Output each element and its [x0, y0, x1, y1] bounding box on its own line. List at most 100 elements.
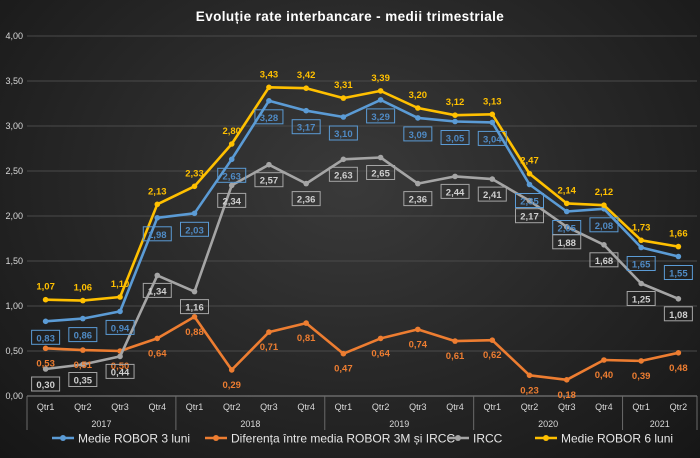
x-tick-label: Qtr2	[521, 402, 539, 412]
data-label-box	[440, 183, 470, 199]
data-label: 1,08	[669, 310, 688, 321]
data-point	[675, 243, 682, 250]
data-label-box	[663, 306, 693, 322]
data-label: 1,34	[148, 286, 167, 297]
data-label-box	[626, 256, 656, 271]
data-labels: 0,83 0,86 0,94 1,98 2,03 2,63 3,28 3,17 3,10 3,29…	[31, 69, 693, 401]
data-label-box	[142, 282, 172, 298]
data-point	[563, 377, 570, 383]
legend-label: IRCC	[473, 432, 503, 446]
data-label: 0,86	[74, 331, 93, 342]
data-point	[452, 173, 458, 180]
data-label-box	[515, 193, 544, 208]
data-point	[452, 338, 458, 344]
x-tick-label: Qtr1	[484, 402, 502, 412]
year-label: 2018	[240, 419, 260, 429]
data-point	[452, 112, 458, 118]
data-label: 0,71	[260, 342, 279, 353]
data-label: 1,65	[632, 260, 651, 271]
data-label: 0,40	[595, 370, 614, 381]
legend-label: Medie ROBOR 6 luni	[561, 432, 673, 446]
data-point	[228, 141, 235, 147]
data-point	[191, 210, 198, 217]
data-point	[80, 315, 86, 322]
data-point	[526, 372, 533, 379]
data-label: 0,30	[36, 380, 55, 391]
data-label-box	[217, 192, 247, 208]
data-label: 0,50	[111, 361, 130, 372]
data-point	[377, 335, 384, 342]
data-point	[415, 105, 421, 111]
data-label: 2,34	[222, 196, 241, 207]
x-tick-label: Qtr2	[372, 402, 390, 412]
data-point	[675, 253, 682, 260]
series-line-1	[45, 98, 679, 323]
y-tick-label: 4,00	[5, 31, 23, 41]
data-point	[563, 224, 570, 230]
data-point	[266, 98, 272, 104]
y-tick-label: 1,50	[5, 256, 23, 266]
x-tick-label: Qtr1	[186, 402, 204, 412]
data-label: 3,04	[483, 134, 502, 145]
data-label-box	[291, 119, 321, 135]
data-point	[266, 84, 272, 91]
data-label-box	[68, 372, 98, 387]
y-tick-label: 3,50	[5, 76, 23, 86]
data-label: 0,47	[334, 364, 353, 375]
data-point	[377, 97, 384, 103]
data-point	[415, 326, 421, 333]
data-label: 3,39	[371, 73, 390, 84]
legend-label: Medie ROBOR 3 luni	[78, 432, 190, 446]
data-label-box	[366, 165, 396, 180]
x-tick-label: Qtr2	[223, 402, 241, 412]
data-label: 2,36	[409, 195, 428, 206]
chart-title: Evoluție rate interbancare - medii trime…	[196, 9, 504, 24]
data-point	[266, 329, 272, 335]
data-label-box	[515, 208, 544, 224]
data-label: 0,53	[36, 358, 55, 369]
data-point	[303, 107, 309, 114]
data-point	[601, 202, 607, 208]
data-label-box	[403, 191, 433, 207]
data-label-box	[217, 167, 247, 183]
year-label: 2017	[91, 419, 111, 429]
data-point	[191, 183, 198, 190]
data-point	[117, 353, 123, 360]
data-label: 1,68	[595, 256, 614, 267]
data-label: 2,35	[520, 197, 539, 208]
data-label: 2,08	[595, 221, 614, 232]
data-label: 2,36	[297, 195, 316, 206]
data-label: 1,25	[632, 295, 651, 306]
data-point	[80, 347, 86, 353]
legend-marker	[60, 435, 66, 441]
data-point	[563, 200, 570, 207]
data-label-box	[254, 109, 284, 125]
data-label: 3,17	[297, 123, 316, 134]
data-label: 0,62	[483, 350, 502, 361]
data-label: 0,48	[669, 363, 688, 374]
data-label: 2,33	[185, 168, 204, 179]
x-tick-label: Qtr3	[409, 402, 427, 412]
x-tick-label: Qtr1	[335, 402, 353, 412]
data-point	[601, 357, 607, 363]
data-point	[526, 181, 533, 188]
data-label: 0,64	[371, 348, 390, 359]
data-label: 1,07	[36, 282, 55, 293]
series-line-4	[45, 86, 679, 302]
data-point	[489, 176, 496, 182]
data-point	[563, 208, 570, 215]
data-point	[42, 366, 49, 372]
data-label: 2,47	[520, 156, 539, 167]
data-label: 0,18	[557, 390, 576, 401]
data-label-box	[477, 186, 507, 202]
data-label: 2,12	[595, 187, 614, 198]
data-point	[303, 85, 309, 91]
data-label: 2,65	[371, 169, 390, 180]
data-label: 2,63	[222, 171, 241, 182]
x-tick-label: Qtr4	[149, 402, 167, 412]
data-label: 2,05	[557, 224, 576, 235]
data-label: 0,61	[446, 351, 465, 362]
year-label: 2019	[389, 419, 409, 429]
data-point	[117, 294, 123, 300]
data-label: 3,31	[334, 80, 353, 91]
